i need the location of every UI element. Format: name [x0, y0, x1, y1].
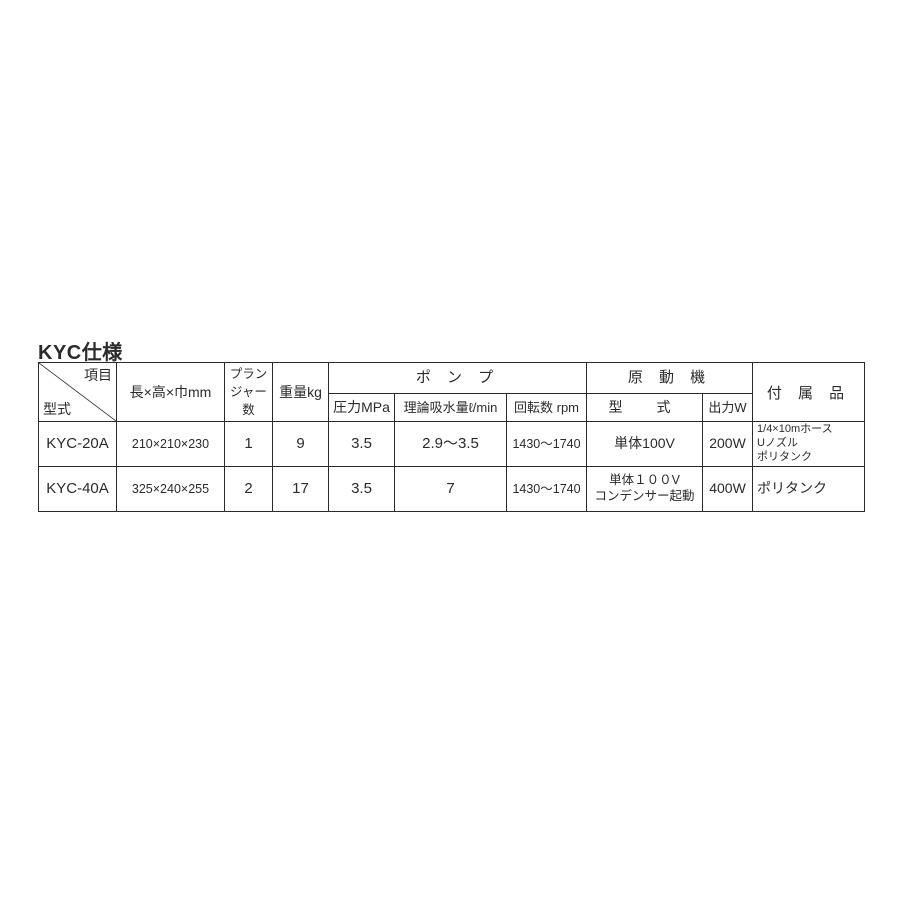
col-header-motor-output-label: 出力W — [708, 400, 746, 415]
col-header-model: 項目 型式 — [39, 363, 117, 422]
col-header-accessories: 付 属 品 — [753, 363, 865, 422]
col-header-dimensions: 長×高×巾mm — [117, 363, 225, 422]
cell-motor-output: 400W — [703, 467, 753, 512]
cell-accessories-text: 1/4×10mホース Uノズル ポリタンク — [757, 423, 864, 464]
col-header-rpm: 回転数 rpm — [507, 393, 587, 421]
col-header-weight-label: 重量kg — [279, 384, 322, 400]
table-row: KYC-20A 210×210×230 1 9 3.5 2.9～3.5 1430… — [39, 422, 865, 467]
cell-motor-type: 単体100V — [587, 422, 703, 467]
spec-table-wrap: 項目 型式 長×高×巾mm プランジャー数 重量kg ポ ン プ 原 動 機 付… — [38, 362, 864, 512]
cell-dimensions: 325×240×255 — [117, 467, 225, 512]
col-header-weight: 重量kg — [273, 363, 329, 422]
cell-accessories: ポリタンク — [753, 467, 865, 512]
cell-rpm-text: 1430～1740 — [512, 482, 580, 496]
cell-rpm-text: 1430～1740 — [512, 437, 580, 451]
cell-weight: 9 — [273, 422, 329, 467]
cell-motor-type-text: 単体１００V コンデンサー起動 — [587, 473, 702, 504]
spec-table: 項目 型式 長×高×巾mm プランジャー数 重量kg ポ ン プ 原 動 機 付… — [38, 362, 865, 512]
cell-accessories-text: ポリタンク — [757, 480, 827, 496]
col-header-flow: 理論吸水量ℓ/min — [395, 393, 507, 421]
cell-dimensions-text: 210×210×230 — [132, 437, 209, 451]
col-header-flow-label: 理論吸水量ℓ/min — [404, 400, 498, 415]
cell-model: KYC-20A — [39, 422, 117, 467]
col-header-dimensions-label: 長×高×巾mm — [130, 384, 212, 400]
cell-pressure: 3.5 — [329, 422, 395, 467]
col-header-motor-type-label: 型 式 — [609, 399, 681, 415]
table-row: KYC-40A 325×240×255 2 17 3.5 7 1430～1740… — [39, 467, 865, 512]
spec-title: KYC仕様 — [38, 336, 123, 365]
col-header-motor-group-label: 原 動 機 — [628, 369, 711, 386]
col-header-motor-type: 型 式 — [587, 393, 703, 421]
cell-dimensions-text: 325×240×255 — [132, 482, 209, 496]
cell-flow: 7 — [395, 467, 507, 512]
cell-weight: 17 — [273, 467, 329, 512]
col-header-plunger: プランジャー数 — [225, 363, 273, 422]
col-header-pressure-label: 圧力MPa — [333, 399, 390, 415]
cell-model: KYC-40A — [39, 467, 117, 512]
cell-dimensions: 210×210×230 — [117, 422, 225, 467]
col-header-pump-group-label: ポ ン プ — [416, 369, 499, 386]
col-header-accessories-label: 付 属 品 — [767, 385, 850, 402]
col-header-rpm-label: 回転数 rpm — [514, 400, 579, 415]
cell-rpm: 1430～1740 — [507, 422, 587, 467]
cell-motor-output-text: 400W — [709, 480, 746, 496]
cell-motor-output-text: 200W — [709, 435, 746, 451]
diag-top-right: 項目 — [84, 365, 112, 385]
cell-accessories: 1/4×10mホース Uノズル ポリタンク — [753, 422, 865, 467]
cell-motor-output: 200W — [703, 422, 753, 467]
cell-flow: 2.9～3.5 — [395, 422, 507, 467]
cell-rpm: 1430～1740 — [507, 467, 587, 512]
col-header-pressure: 圧力MPa — [329, 393, 395, 421]
col-header-motor-group: 原 動 機 — [587, 363, 753, 394]
cell-plunger: 2 — [225, 467, 273, 512]
cell-plunger: 1 — [225, 422, 273, 467]
cell-pressure: 3.5 — [329, 467, 395, 512]
col-header-plunger-label: プランジャー数 — [230, 367, 268, 417]
cell-motor-type-text: 単体100V — [614, 435, 675, 451]
diag-bottom-left: 型式 — [43, 399, 71, 419]
col-header-pump-group: ポ ン プ — [329, 363, 587, 394]
col-header-motor-output: 出力W — [703, 393, 753, 421]
cell-motor-type: 単体１００V コンデンサー起動 — [587, 467, 703, 512]
